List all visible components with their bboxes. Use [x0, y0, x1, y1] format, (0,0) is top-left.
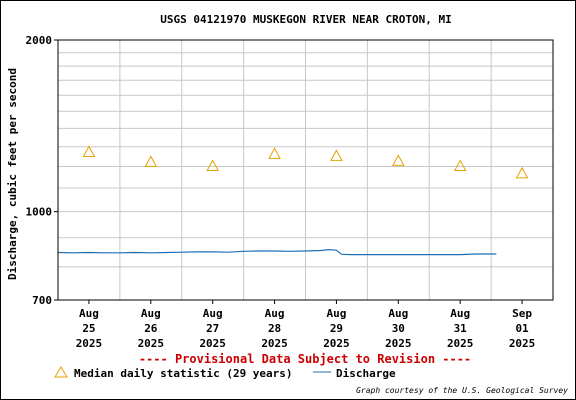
x-tick-label: Aug 27 2025 — [199, 307, 226, 350]
grid — [58, 39, 553, 301]
legend-discharge-label: Discharge — [336, 367, 396, 380]
x-tick-labels: Aug 25 2025 Aug 26 2025 Aug 27 2025 Aug 28 2025 Aug 2… — [76, 300, 536, 350]
y-tick-label: 1000 — [26, 206, 53, 219]
legend-median-label: Median daily statistic (29 years) — [74, 367, 293, 380]
x-tick-label: Aug 26 2025 — [138, 307, 165, 350]
legend-triangle-icon — [54, 366, 68, 378]
y-tick-label: 700 — [32, 294, 52, 307]
y-axis-label: Discharge, cubic feet per second — [6, 68, 19, 280]
series — [57, 145, 529, 256]
x-tick-label: Aug 25 2025 — [76, 307, 103, 350]
y-tick-label: 2000 — [26, 34, 53, 47]
median-triangle-marker — [268, 147, 281, 159]
median-triangle-marker — [391, 154, 405, 166]
credit-text: Graph courtesy of the U.S. Geological Su… — [356, 386, 568, 395]
y-tick-labels: 700 1000 2000 — [26, 34, 58, 307]
x-tick-label: Aug 28 2025 — [261, 307, 288, 350]
median-triangle-marker — [330, 149, 343, 161]
chart-title: USGS 04121970 MUSKEGON RIVER NEAR CROTON… — [160, 13, 451, 26]
legend: Median daily statistic (29 years) Discha… — [54, 366, 396, 380]
median-triangle-marker — [453, 159, 467, 172]
median-triangle-marker — [515, 166, 529, 179]
plot-border — [57, 39, 554, 301]
median-triangle-marker — [144, 155, 158, 167]
median-triangle-marker — [82, 145, 96, 157]
provisional-note: ---- Provisional Data Subject to Revisio… — [139, 352, 471, 366]
x-tick-label: Sep 01 2025 — [509, 307, 536, 350]
discharge-line — [57, 248, 497, 256]
x-tick-label: Aug 31 2025 — [447, 307, 474, 350]
median-triangle-marker — [206, 159, 220, 172]
x-tick-label: Aug 29 2025 — [323, 307, 350, 350]
x-tick-label: Aug 30 2025 — [385, 307, 412, 350]
